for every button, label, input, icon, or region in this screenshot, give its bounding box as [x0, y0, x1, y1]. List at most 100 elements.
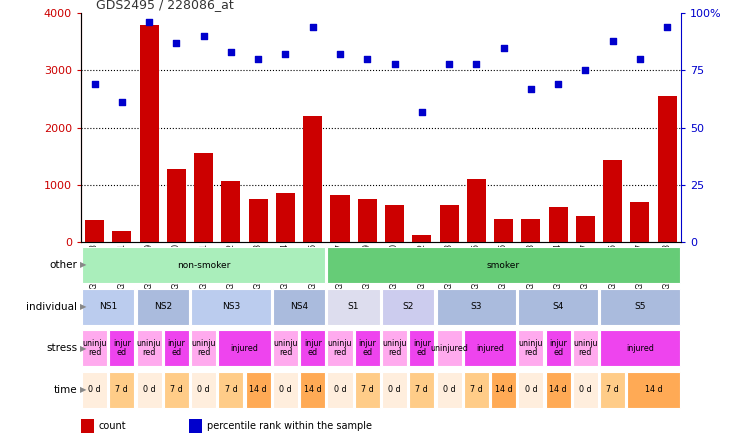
Bar [300, 372, 325, 408]
Text: S4: S4 [553, 302, 564, 311]
Text: smoker: smoker [487, 261, 520, 270]
Text: percentile rank within the sample: percentile rank within the sample [207, 421, 372, 431]
Point [171, 40, 183, 47]
Bar [137, 372, 162, 408]
Point [144, 19, 155, 26]
Bar [467, 179, 486, 242]
Point [661, 24, 673, 31]
Text: uninju
red: uninju red [573, 339, 598, 357]
Text: injur
ed: injur ed [113, 339, 131, 357]
Bar [382, 330, 407, 366]
Text: 7 d: 7 d [415, 385, 428, 394]
Bar [219, 330, 271, 366]
Bar [328, 289, 380, 325]
Point [443, 60, 455, 67]
Point [252, 56, 264, 63]
Bar [82, 247, 325, 283]
Text: injur
ed: injur ed [168, 339, 185, 357]
Text: 0 d: 0 d [143, 385, 155, 394]
Text: count: count [99, 421, 127, 431]
Point [552, 81, 564, 88]
Text: uninju
red: uninju red [191, 339, 216, 357]
Text: non-smoker: non-smoker [177, 261, 230, 270]
Bar [194, 153, 213, 242]
Point [606, 37, 618, 44]
Text: 0 d: 0 d [525, 385, 537, 394]
Bar [300, 330, 325, 366]
Bar [191, 289, 271, 325]
Text: 14 d: 14 d [645, 385, 662, 394]
Text: NS1: NS1 [99, 302, 117, 311]
Text: 7 d: 7 d [606, 385, 619, 394]
Text: 0 d: 0 d [88, 385, 101, 394]
Text: S5: S5 [634, 302, 645, 311]
Text: 0 d: 0 d [333, 385, 347, 394]
Point [89, 81, 101, 88]
Bar [82, 330, 107, 366]
Text: uninju
red: uninju red [137, 339, 161, 357]
Text: injured: injured [230, 344, 258, 353]
Text: injur
ed: injur ed [413, 339, 431, 357]
Bar [358, 198, 377, 242]
Text: 0 d: 0 d [579, 385, 592, 394]
Text: ▶: ▶ [80, 385, 87, 394]
Bar [518, 330, 543, 366]
Bar [355, 330, 380, 366]
Text: ▶: ▶ [80, 344, 87, 353]
Point [198, 33, 210, 40]
Bar [436, 330, 461, 366]
Bar [82, 289, 135, 325]
Bar [246, 372, 271, 408]
Bar [249, 198, 268, 242]
Bar [518, 372, 543, 408]
Bar [439, 206, 459, 242]
Point [361, 56, 373, 63]
Text: uninju
red: uninju red [82, 339, 107, 357]
Bar [494, 219, 513, 242]
Bar [303, 116, 322, 242]
Text: S3: S3 [470, 302, 482, 311]
Bar [627, 372, 680, 408]
Text: injured: injured [626, 344, 654, 353]
Text: 14 d: 14 d [250, 385, 267, 394]
Text: NS3: NS3 [222, 302, 240, 311]
Point [280, 51, 291, 58]
Bar [600, 330, 680, 366]
Text: uninju
red: uninju red [382, 339, 407, 357]
Bar [600, 289, 680, 325]
Bar [382, 372, 407, 408]
Bar [409, 330, 434, 366]
Bar [82, 372, 107, 408]
Bar [600, 372, 625, 408]
Bar [630, 202, 649, 242]
Text: S1: S1 [348, 302, 359, 311]
Text: uninjured: uninjured [430, 344, 468, 353]
Point [116, 99, 128, 106]
Bar [137, 289, 189, 325]
Text: injur
ed: injur ed [358, 339, 376, 357]
Text: uninju
red: uninju red [519, 339, 543, 357]
Text: 7 d: 7 d [224, 385, 237, 394]
Bar [273, 330, 298, 366]
Bar [191, 330, 216, 366]
Bar [573, 330, 598, 366]
Bar [464, 372, 489, 408]
Bar [110, 372, 135, 408]
Bar [328, 330, 353, 366]
Text: 0 d: 0 d [197, 385, 210, 394]
Bar [518, 289, 598, 325]
Text: time: time [54, 385, 77, 395]
Bar [222, 182, 241, 242]
Bar [113, 230, 132, 242]
Bar [409, 372, 434, 408]
Bar [603, 160, 622, 242]
Point [470, 60, 482, 67]
Text: 0 d: 0 d [443, 385, 456, 394]
Text: individual: individual [26, 301, 77, 312]
Bar [464, 330, 516, 366]
Text: NS4: NS4 [290, 302, 308, 311]
Bar [573, 372, 598, 408]
Bar [276, 193, 295, 242]
Point [389, 60, 400, 67]
Bar [355, 372, 380, 408]
